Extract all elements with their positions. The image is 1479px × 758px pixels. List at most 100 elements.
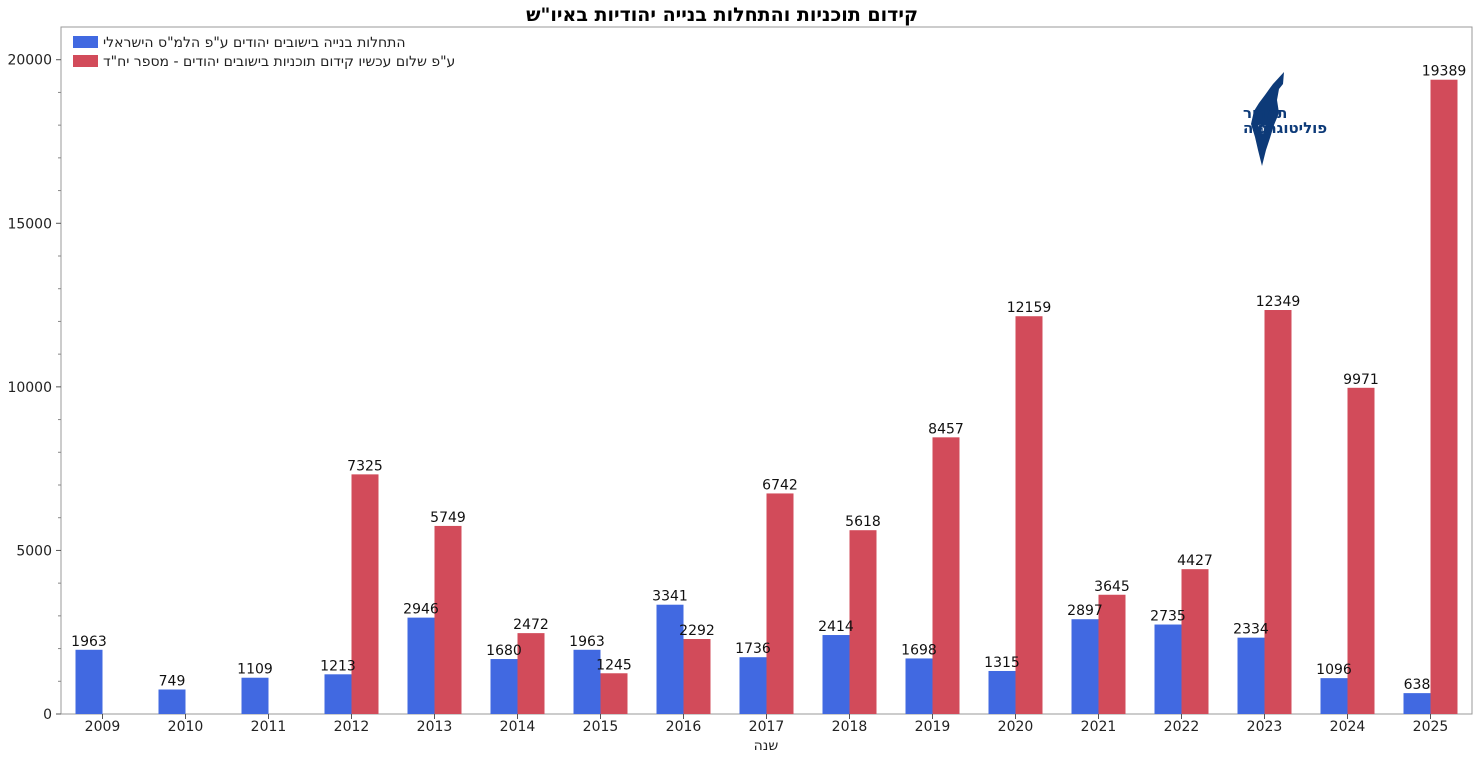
bar-series-0	[822, 635, 850, 714]
data-label-series-1: 4427	[1177, 553, 1213, 569]
y-tick-label: 5000	[16, 543, 52, 559]
data-label-series-1: 19389	[1422, 64, 1467, 80]
data-label-series-0: 1698	[901, 642, 937, 658]
route-sign-icon: ℽ	[1258, 121, 1266, 134]
legend-swatch-series-0	[73, 36, 98, 48]
x-tick-label: 2012	[334, 719, 370, 735]
x-tick-label: 2019	[915, 719, 951, 735]
x-tick-label: 2023	[1247, 719, 1283, 735]
x-axis: 2009 2010 2011 2012 2013 2014 2015 2016 2017 2018…	[85, 714, 1449, 735]
data-label-series-1: 1245	[596, 657, 632, 673]
bar-series-1	[1264, 310, 1292, 714]
bar-series-1	[1098, 594, 1126, 714]
data-label-series-0: 1315	[984, 655, 1020, 671]
data-label-series-0: 749	[159, 673, 186, 689]
data-label-series-0: 2897	[1067, 603, 1103, 619]
x-axis-label: שנה	[754, 738, 779, 754]
data-label-series-0: 1096	[1316, 662, 1352, 678]
bar-series-0	[1320, 678, 1348, 714]
data-labels: 1963 749 1109 1213 2946 1680 1963 3341 1736 2414 1…	[71, 64, 1466, 693]
logo-line2: פוליטוגרפיה	[1243, 119, 1327, 137]
data-label-series-0: 1680	[486, 643, 522, 659]
bar-series-0	[490, 659, 518, 714]
y-tick-label: 0	[43, 707, 52, 723]
bar-series-1	[1430, 79, 1458, 715]
bar-series-1	[600, 673, 628, 714]
x-tick-label: 2014	[500, 719, 536, 735]
bar-series-1	[1181, 569, 1209, 714]
data-label-series-1: 6742	[762, 477, 798, 493]
bar-series-1	[1015, 316, 1043, 714]
data-label-series-0: 638	[1404, 677, 1431, 693]
bar-series-0	[988, 670, 1016, 714]
x-tick-label: 2025	[1413, 719, 1449, 735]
x-tick-label: 2018	[832, 719, 868, 735]
data-label-series-1: 5749	[430, 510, 466, 526]
bar-series-0	[573, 649, 601, 714]
bars	[75, 79, 1458, 715]
x-tick-label: 2020	[998, 719, 1034, 735]
data-label-series-1: 2292	[679, 623, 715, 639]
legend-swatch-series-1	[73, 55, 98, 67]
x-tick-label: 2017	[749, 719, 785, 735]
data-label-series-1: 9971	[1343, 372, 1379, 388]
bar-series-1	[351, 474, 379, 714]
legend: התחלות בנייה בישובים יהודים ע"פ הלמ"ס הי…	[73, 35, 455, 70]
data-label-series-0: 1213	[320, 658, 356, 674]
legend-label-series-0: התחלות בנייה בישובים יהודים ע"פ הלמ"ס הי…	[103, 35, 406, 51]
x-tick-label: 2013	[417, 719, 453, 735]
bar-series-1	[517, 633, 545, 714]
data-label-series-1: 2472	[513, 617, 549, 633]
x-tick-label: 2011	[251, 719, 287, 735]
data-label-series-0: 2334	[1233, 622, 1269, 638]
data-label-series-0: 2735	[1150, 609, 1186, 625]
bar-series-1	[849, 530, 877, 714]
x-tick-label: 2009	[85, 719, 121, 735]
data-label-series-0: 1963	[569, 634, 605, 650]
data-label-series-1: 12349	[1256, 294, 1301, 310]
chart-title: קידום תוכניות והתחלות בנייה יהודיות באיו…	[526, 4, 918, 26]
y-tick-label: 20000	[7, 53, 52, 69]
bar-series-0	[407, 617, 435, 714]
bar-series-1	[932, 437, 960, 714]
bar-series-0	[739, 657, 767, 714]
y-axis: 0 5000 10000 15000 20000	[7, 53, 61, 723]
data-label-series-0: 1736	[735, 641, 771, 657]
data-label-series-1: 7325	[347, 458, 383, 474]
y-tick-label: 15000	[7, 216, 52, 232]
logo: ℽ תמרור פוליטוגרפיה	[1243, 72, 1327, 166]
legend-label-series-1: ע"פ שלום עכשיו קידום תוכניות בישובים יהו…	[103, 54, 455, 70]
bar-series-0	[656, 604, 684, 714]
bar-series-0	[905, 658, 933, 714]
bar-series-1	[683, 639, 711, 714]
data-label-series-1: 12159	[1007, 300, 1052, 316]
bar-series-0	[1403, 693, 1431, 714]
x-tick-label: 2016	[666, 719, 702, 735]
data-label-series-1: 8457	[928, 421, 964, 437]
data-label-series-1: 3645	[1094, 579, 1130, 595]
x-tick-label: 2022	[1164, 719, 1200, 735]
x-tick-label: 2021	[1081, 719, 1117, 735]
data-label-series-0: 2946	[403, 602, 439, 618]
data-label-series-1: 5618	[845, 514, 881, 530]
bar-series-0	[1154, 624, 1182, 714]
bar-series-0	[241, 677, 269, 714]
bar-series-0	[75, 649, 103, 714]
data-label-series-0: 1109	[237, 662, 273, 678]
data-label-series-0: 1963	[71, 634, 107, 650]
bar-series-0	[1237, 637, 1265, 714]
y-tick-label: 10000	[7, 380, 52, 396]
bar-series-1	[766, 493, 794, 714]
bar-series-1	[434, 525, 462, 714]
logo-line1: תמרור	[1243, 104, 1287, 122]
data-label-series-0: 2414	[818, 619, 854, 635]
bar-series-0	[324, 674, 352, 714]
data-label-series-0: 3341	[652, 589, 688, 605]
x-tick-label: 2024	[1330, 719, 1366, 735]
bar-series-1	[1347, 387, 1375, 714]
x-tick-label: 2015	[583, 719, 619, 735]
x-tick-label: 2010	[168, 719, 204, 735]
israel-map-icon	[1251, 72, 1284, 166]
bar-series-0	[1071, 619, 1099, 714]
